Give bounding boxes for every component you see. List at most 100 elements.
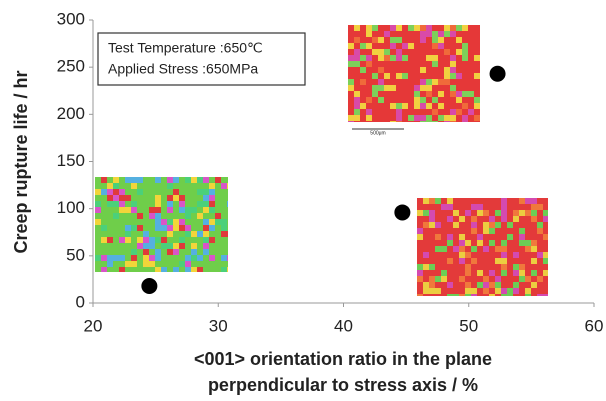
- grain: [366, 31, 372, 37]
- grain: [474, 97, 480, 103]
- grain: [197, 201, 203, 207]
- grain: [483, 288, 489, 294]
- grain: [378, 49, 384, 55]
- grain: [143, 231, 149, 237]
- grain: [113, 255, 119, 261]
- grain: [155, 213, 161, 219]
- grain: [161, 225, 167, 231]
- grain: [519, 198, 525, 204]
- grain: [155, 237, 161, 243]
- grain: [396, 73, 402, 79]
- grain: [185, 267, 191, 272]
- y-tick-label: 250: [57, 57, 85, 76]
- grain: [113, 189, 119, 195]
- grain: [203, 267, 209, 272]
- grain: [432, 103, 438, 109]
- grain: [453, 222, 459, 228]
- grain: [137, 213, 143, 219]
- y-tick-label: 150: [57, 151, 85, 170]
- grain: [477, 234, 483, 240]
- grain: [161, 231, 167, 237]
- grain: [456, 91, 462, 97]
- grain: [372, 31, 378, 37]
- grain: [513, 222, 519, 228]
- grain: [209, 201, 215, 207]
- grain: [438, 109, 444, 115]
- grain: [348, 55, 354, 61]
- grain: [372, 61, 378, 67]
- grain: [477, 270, 483, 276]
- grain: [456, 121, 462, 122]
- grain: [390, 37, 396, 43]
- grain: [459, 204, 465, 210]
- grain: [209, 183, 215, 189]
- grain: [113, 237, 119, 243]
- grain: [95, 207, 101, 213]
- grain: [167, 231, 173, 237]
- grain: [432, 67, 438, 73]
- grain: [149, 213, 155, 219]
- grain: [426, 79, 432, 85]
- grain: [468, 115, 474, 121]
- grain: [459, 246, 465, 252]
- grain: [384, 85, 390, 91]
- grain: [107, 219, 113, 225]
- grain: [372, 79, 378, 85]
- grain: [474, 73, 480, 79]
- grain: [209, 237, 215, 243]
- grain: [537, 252, 543, 258]
- grain: [543, 246, 548, 252]
- grain: [444, 79, 450, 85]
- grain: [462, 103, 468, 109]
- x-tick-label: 50: [459, 316, 478, 335]
- grain: [531, 270, 537, 276]
- grain: [426, 31, 432, 37]
- grain: [495, 288, 501, 294]
- grain: [209, 195, 215, 201]
- grain: [489, 216, 495, 222]
- grain: [525, 240, 531, 246]
- grain: [465, 210, 471, 216]
- grain: [501, 252, 507, 258]
- grain: [360, 43, 366, 49]
- grain: [125, 261, 131, 267]
- grain: [396, 55, 402, 61]
- grain: [348, 85, 354, 91]
- grain: [543, 216, 548, 222]
- grain: [444, 67, 450, 73]
- grain: [459, 234, 465, 240]
- grain: [420, 85, 426, 91]
- grain: [161, 237, 167, 243]
- grain: [519, 234, 525, 240]
- grain: [197, 177, 203, 183]
- grain: [167, 249, 173, 255]
- grain: [531, 210, 537, 216]
- grain: [191, 189, 197, 195]
- grain: [372, 49, 378, 55]
- grain: [495, 276, 501, 282]
- grain: [465, 264, 471, 270]
- grain: [531, 216, 537, 222]
- grain: [426, 25, 432, 31]
- grain: [149, 189, 155, 195]
- grain: [444, 31, 450, 37]
- grain: [348, 61, 354, 67]
- grain: [519, 270, 525, 276]
- grain: [531, 240, 537, 246]
- grain: [209, 189, 215, 195]
- grain: [227, 201, 228, 207]
- grain: [101, 267, 107, 272]
- grain: [426, 85, 432, 91]
- grain: [215, 219, 221, 225]
- grain: [432, 43, 438, 49]
- grain: [420, 79, 426, 85]
- grain: [209, 207, 215, 213]
- grain: [501, 270, 507, 276]
- annotation: Test Temperature :650℃: [108, 40, 263, 56]
- grain: [348, 121, 354, 122]
- grain: [471, 222, 477, 228]
- grain: [227, 255, 228, 261]
- point: [394, 204, 411, 221]
- grain: [173, 225, 179, 231]
- grain: [173, 231, 179, 237]
